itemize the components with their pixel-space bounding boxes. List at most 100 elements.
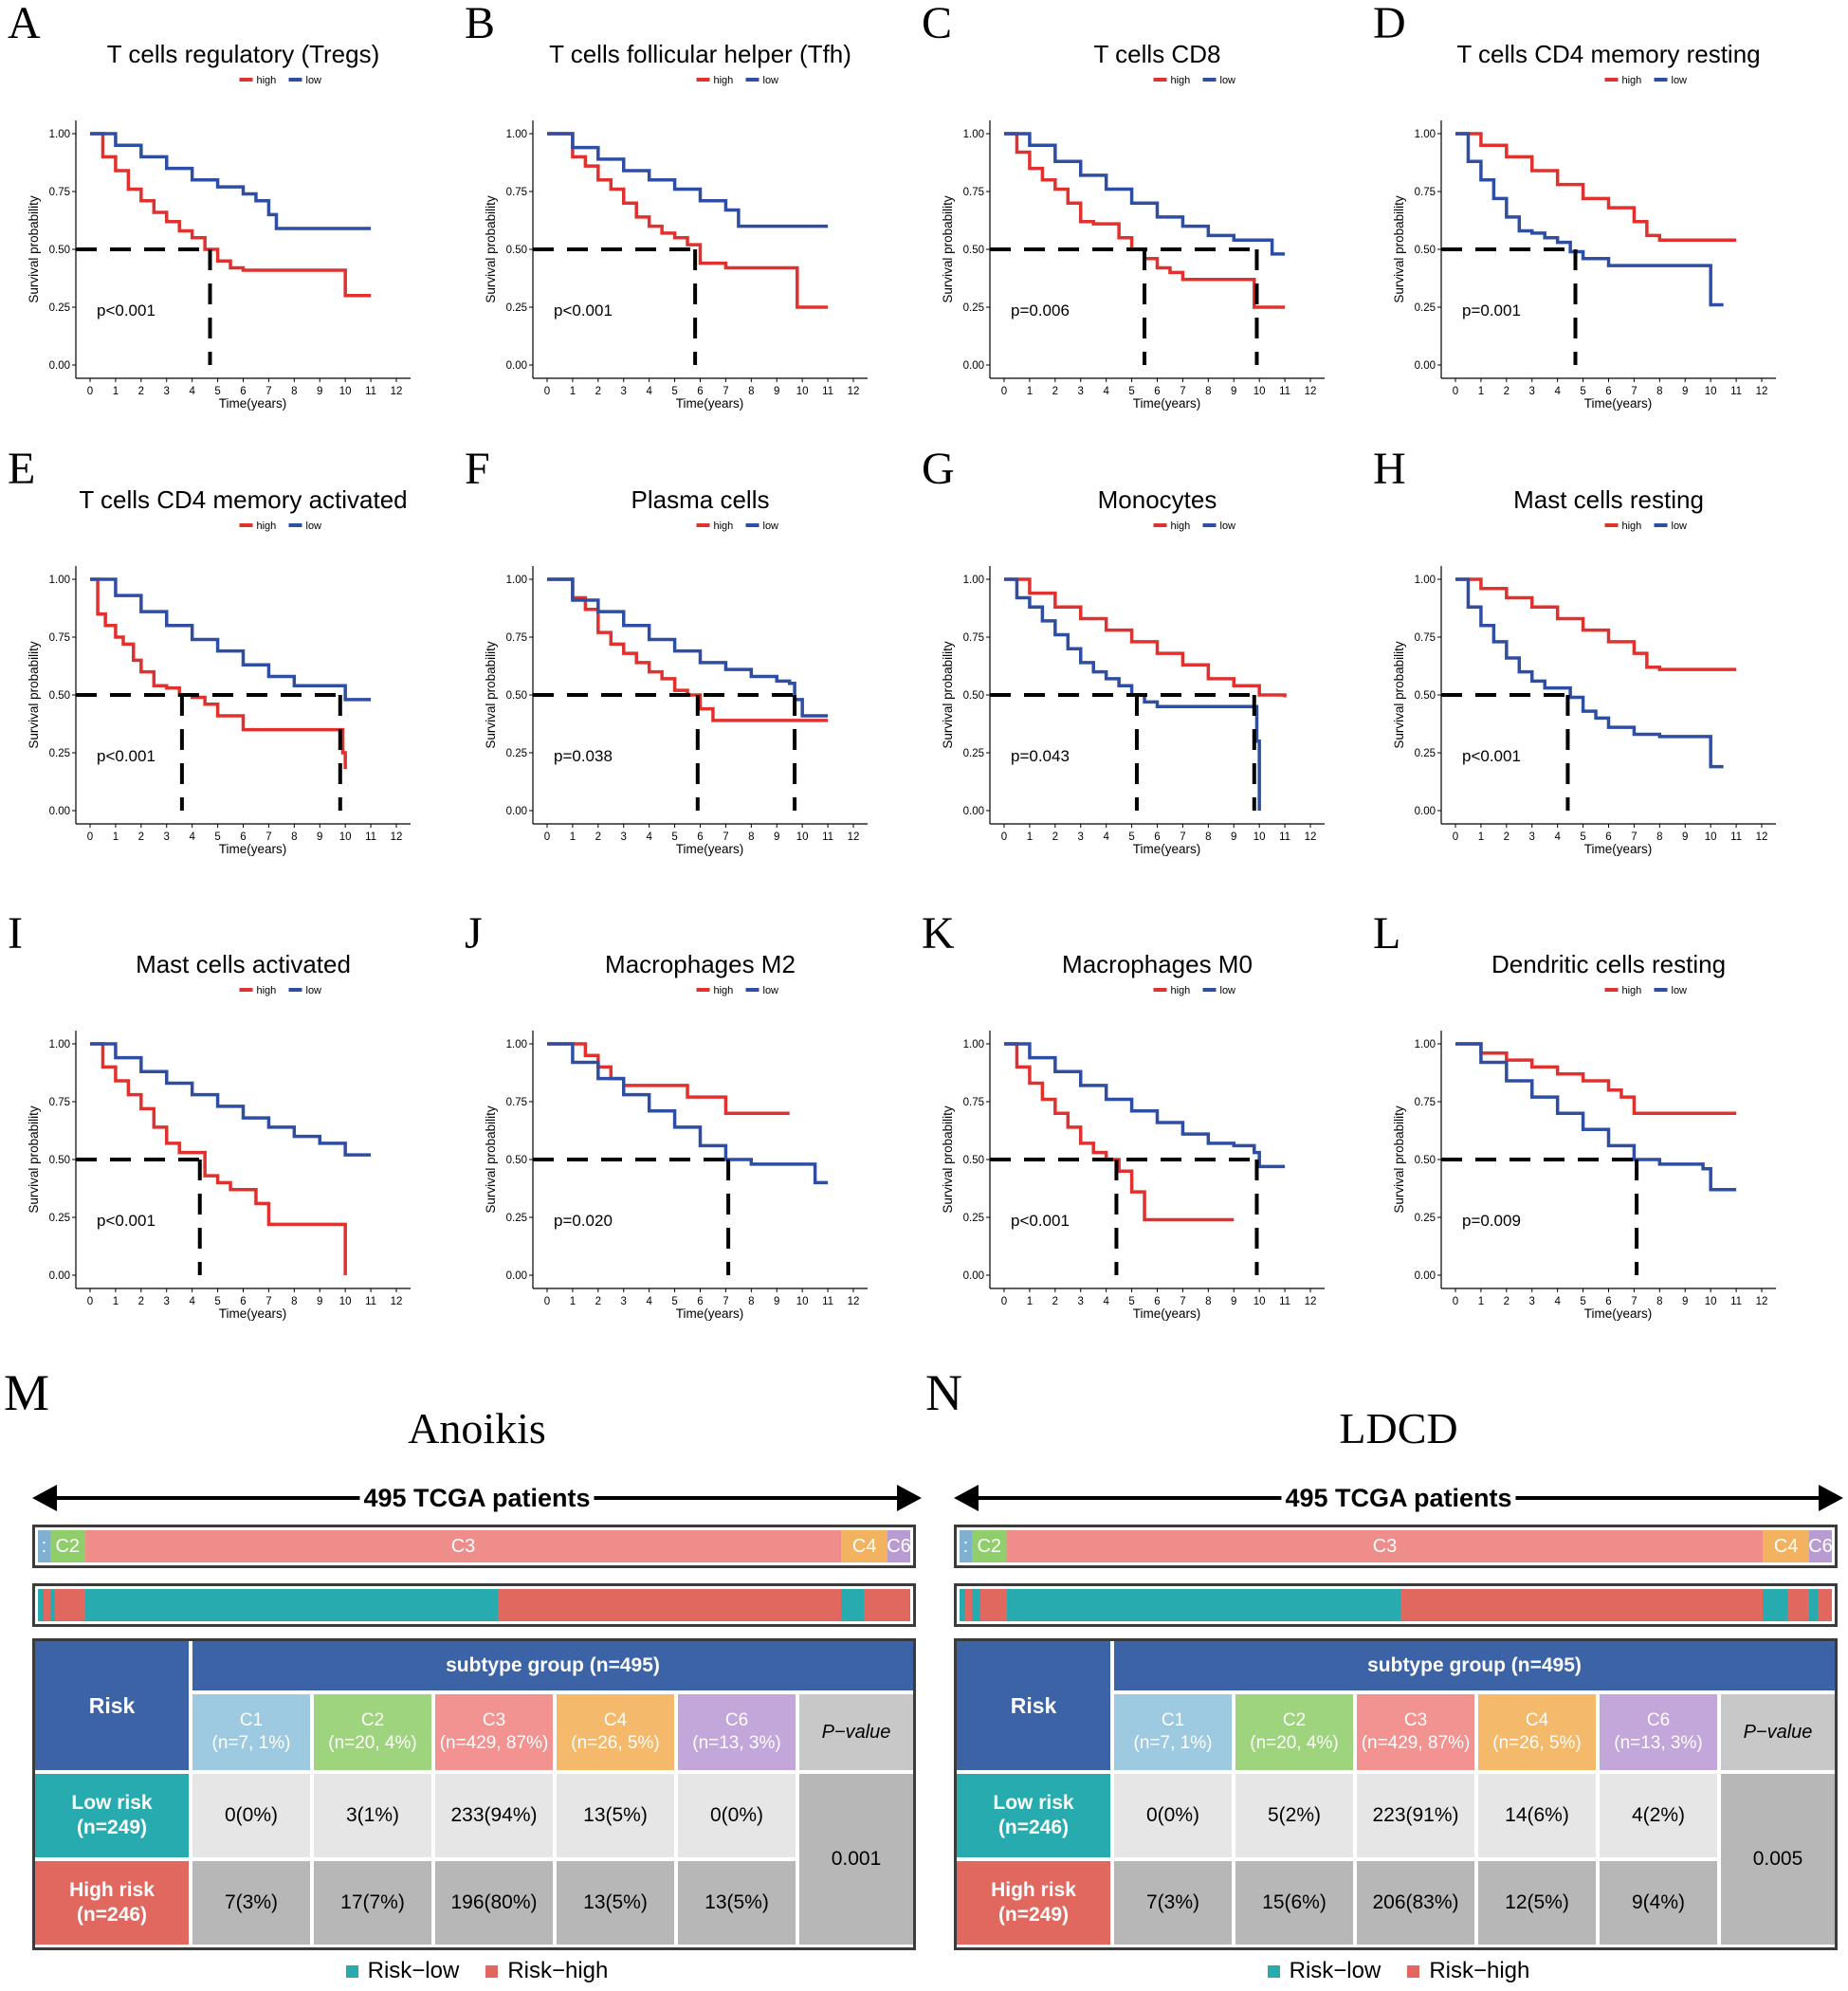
x-tick-label: 0 <box>1453 831 1458 843</box>
y-tick-label: 0.50 <box>963 245 984 256</box>
x-tick-label: 5 <box>1580 831 1585 843</box>
risk-legend: Risk−low Risk−high <box>32 1958 922 1984</box>
p-value: p=0.043 <box>1011 747 1070 765</box>
p-value: p=0.009 <box>1462 1212 1521 1230</box>
chart-title: Mast cells resting <box>1513 485 1704 514</box>
x-tick-label: 10 <box>339 831 352 843</box>
x-tick-label: 2 <box>1052 386 1058 397</box>
x-tick-label: 7 <box>1631 831 1637 843</box>
x-tick-label: 6 <box>240 831 246 843</box>
y-tick-label: 0.25 <box>963 1213 984 1224</box>
y-tick-label: 0.50 <box>49 1155 70 1166</box>
x-tick-label: 0 <box>1001 831 1007 843</box>
y-tick-label: 0.75 <box>1415 632 1436 644</box>
risk-bar-segment <box>887 1589 910 1621</box>
risk-bar-segment <box>38 1589 44 1621</box>
x-tick-label: 8 <box>748 1296 754 1307</box>
legend-low-label: low <box>306 985 322 996</box>
legend-label-high: Risk−high <box>507 1958 609 1983</box>
x-tick-label: 0 <box>544 386 550 397</box>
legend-high-label: high <box>714 521 734 532</box>
low-risk-cell: 4(2%) <box>1600 1774 1717 1857</box>
legend-low-label: low <box>1220 75 1236 86</box>
y-axis-label: Survival probability <box>484 641 498 749</box>
y-tick-label: 0.25 <box>1415 748 1436 759</box>
x-tick-label: 5 <box>1580 386 1585 397</box>
x-axis-label: Time(years) <box>1584 396 1653 411</box>
chart-title: Macrophages M0 <box>1062 950 1253 978</box>
y-axis-label: Survival probability <box>27 195 41 303</box>
x-tick-label: 5 <box>214 1296 220 1307</box>
km-panel-i: I Mast cells activated high low 0.00 0.25 0.50… <box>8 908 411 1321</box>
legend-risk-high: Risk−high <box>485 1958 608 1984</box>
y-tick-label: 0.75 <box>963 187 984 198</box>
x-tick-label: 8 <box>1656 1296 1662 1307</box>
panel-letter: D <box>1373 0 1406 48</box>
subtype-header-c2: C2 (n=20, 4%) <box>1235 1694 1353 1770</box>
low-risk-header: Low risk (n=249) <box>35 1774 189 1857</box>
high-risk-header: High risk (n=249) <box>957 1861 1110 1945</box>
km-curve-low <box>1455 577 1724 769</box>
y-tick-label: 0.75 <box>1415 187 1436 198</box>
subtype-bar-segment: C6 <box>1809 1530 1832 1562</box>
km-panel-f: F Plasma cells high low 0.00 0.25 0.50 0.75 1.00… <box>465 444 868 856</box>
x-tick-label: 4 <box>1554 386 1561 397</box>
low-risk-cell: 14(6%) <box>1478 1774 1596 1857</box>
subtype-name: C1 <box>239 1710 264 1730</box>
x-tick-label: 12 <box>391 1296 403 1307</box>
legend-high-label: high <box>1622 521 1642 532</box>
chart-title: Macrophages M2 <box>605 950 796 978</box>
low-risk-name: Low risk <box>993 1792 1074 1814</box>
y-tick-label: 0.00 <box>1415 360 1436 372</box>
subtype-header-c3: C3 (n=429, 87%) <box>1357 1694 1474 1770</box>
legend-high-label: high <box>1622 985 1642 996</box>
contingency-table: Risk subtype group (n=495) C1 (n=7, 1%) C2 (n… <box>32 1638 916 1950</box>
km-panel-j: J Macrophages M2 high low 0.00 0.25 0.50 0.75 1.… <box>465 908 868 1321</box>
subtype-name: C2 <box>360 1710 385 1730</box>
p-value: p=0.038 <box>554 747 613 765</box>
x-tick-label: 4 <box>189 1296 195 1307</box>
p-value: p<0.001 <box>97 301 156 320</box>
y-tick-label: 1.00 <box>49 129 70 140</box>
x-tick-label: 0 <box>1001 386 1007 397</box>
x-tick-label: 0 <box>1453 1296 1458 1307</box>
x-tick-label: 4 <box>1103 386 1109 397</box>
panel-letter: F <box>465 444 490 494</box>
x-tick-label: 10 <box>1253 831 1266 843</box>
panel-letter: L <box>1373 908 1400 959</box>
risk-bar-segment <box>971 1589 981 1621</box>
x-tick-label: 0 <box>544 831 550 843</box>
subtype-bar-segment: C6 <box>887 1530 910 1562</box>
x-tick-label: 5 <box>1128 386 1134 397</box>
x-tick-label: 5 <box>214 386 220 397</box>
x-tick-label: 1 <box>113 831 119 843</box>
x-tick-label: 5 <box>1128 1296 1134 1307</box>
x-tick-label: 6 <box>240 1296 246 1307</box>
risk-bar <box>954 1583 1838 1627</box>
y-tick-label: 0.25 <box>506 1213 527 1224</box>
high-risk-name: High risk <box>69 1879 155 1901</box>
legend-label-low: Risk−low <box>367 1958 460 1983</box>
risk-bar-segment <box>1809 1589 1819 1621</box>
p-value: p<0.001 <box>1462 747 1521 765</box>
y-tick-label: 0.75 <box>49 632 70 644</box>
legend-high-label: high <box>1171 75 1191 86</box>
panel-letter-m: M <box>4 1364 50 1421</box>
subtype-bar-segment: : <box>960 1530 972 1562</box>
x-tick-label: 3 <box>1078 831 1084 843</box>
x-tick-label: 4 <box>1103 831 1109 843</box>
x-axis-label: Time(years) <box>219 396 287 411</box>
x-tick-label: 12 <box>1756 831 1768 843</box>
x-tick-label: 8 <box>1205 386 1211 397</box>
x-tick-label: 2 <box>1052 1296 1058 1307</box>
risk-header: Risk <box>957 1641 1110 1770</box>
subtype-bar-segment: C4 <box>841 1530 888 1562</box>
x-tick-label: 12 <box>1756 386 1768 397</box>
risk-bar-segment <box>49 1589 56 1621</box>
subtype-bar-segment: C3 <box>84 1530 842 1562</box>
x-tick-label: 8 <box>1656 386 1662 397</box>
high-risk-cell: 13(5%) <box>557 1861 674 1945</box>
y-tick-label: 1.00 <box>1415 129 1436 140</box>
x-tick-label: 12 <box>1305 1296 1317 1307</box>
y-tick-label: 0.00 <box>963 806 984 817</box>
